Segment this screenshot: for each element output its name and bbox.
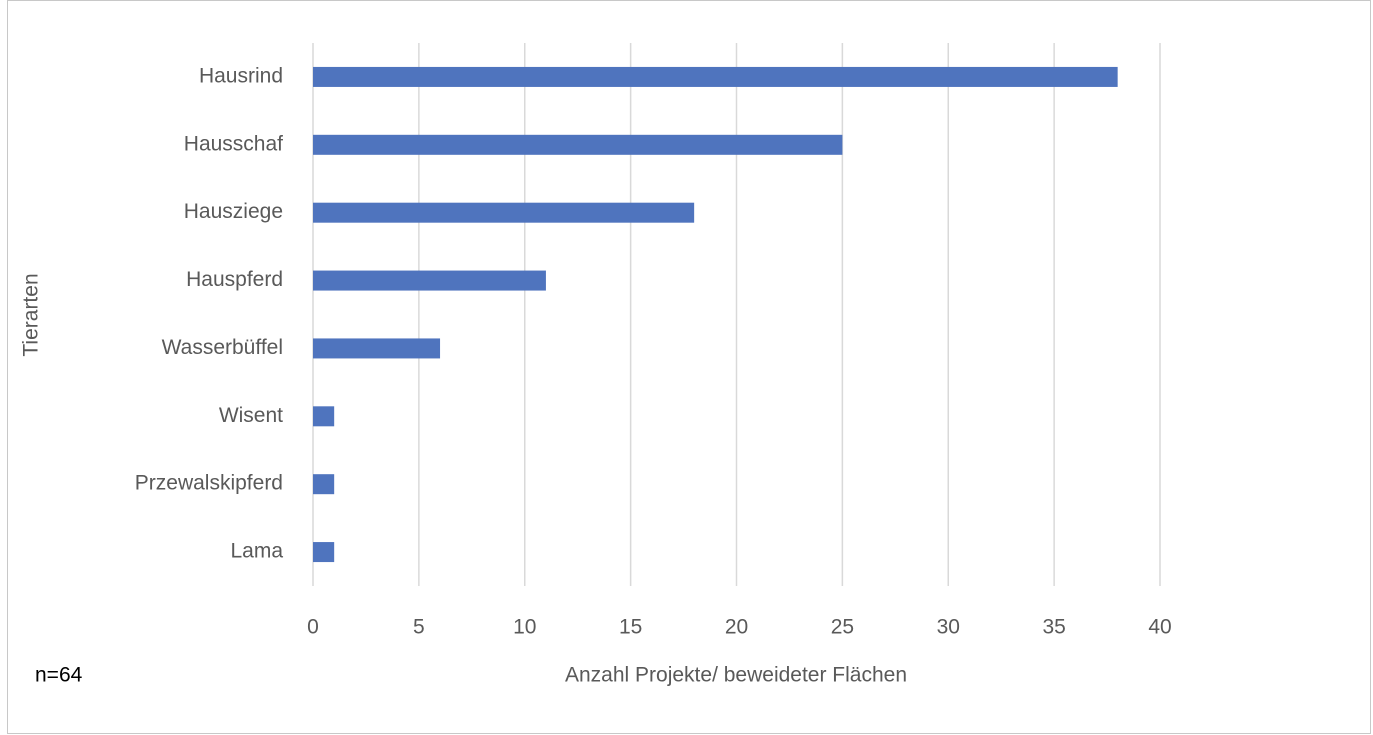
bar <box>313 134 843 155</box>
x-tick-label: 5 <box>413 616 425 639</box>
x-tick-label: 10 <box>513 616 536 639</box>
bar <box>313 406 335 427</box>
y-tick-label: Hausschaf <box>184 132 283 155</box>
y-tick-label: Lama <box>230 540 283 563</box>
x-tick-label: 25 <box>831 616 854 639</box>
y-tick-label: Wasserbüffel <box>162 336 283 359</box>
y-tick-label: Hausrind <box>199 64 283 87</box>
x-tick-label: 30 <box>937 616 960 639</box>
bar <box>313 338 441 359</box>
x-tick-label: 35 <box>1042 616 1065 639</box>
bar <box>313 474 335 495</box>
bar <box>313 202 695 223</box>
annotation: n=64 <box>35 664 83 687</box>
x-tick-label: 40 <box>1148 616 1171 639</box>
bar <box>313 66 1118 87</box>
x-tick-label: 20 <box>725 616 748 639</box>
y-tick-label: Hausziege <box>184 200 283 223</box>
x-tick-label: 0 <box>307 616 319 639</box>
x-axis-label: Anzahl Projekte/ beweideter Flächen <box>565 664 907 687</box>
y-tick-label: Przewalskipferd <box>135 472 283 495</box>
y-tick-label: Wisent <box>219 404 283 427</box>
y-tick-label: Hauspferd <box>186 268 283 291</box>
y-axis-label: Tierarten <box>20 273 43 356</box>
x-tick-label: 15 <box>619 616 642 639</box>
chart-frame <box>7 0 1371 734</box>
bar <box>313 542 335 563</box>
bar <box>313 270 546 291</box>
